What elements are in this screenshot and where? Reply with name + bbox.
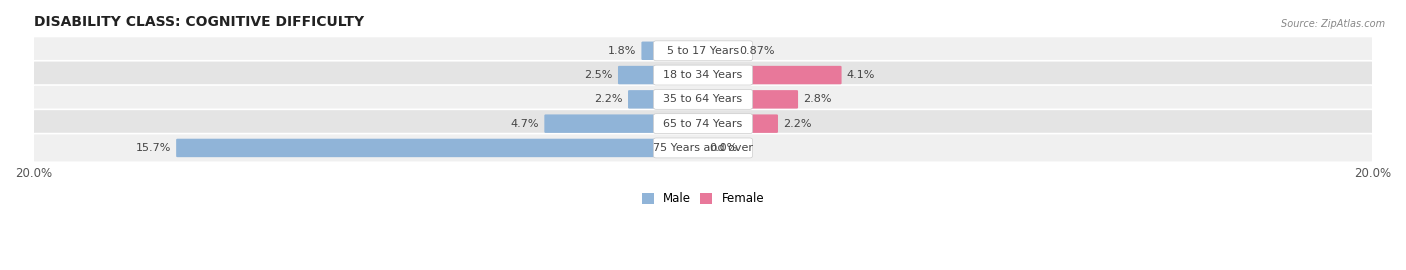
- FancyBboxPatch shape: [654, 89, 752, 109]
- Text: 2.2%: 2.2%: [595, 94, 623, 104]
- FancyBboxPatch shape: [702, 114, 778, 133]
- Text: 35 to 64 Years: 35 to 64 Years: [664, 94, 742, 104]
- FancyBboxPatch shape: [654, 138, 752, 158]
- Text: 15.7%: 15.7%: [135, 143, 170, 153]
- FancyBboxPatch shape: [544, 114, 704, 133]
- FancyBboxPatch shape: [176, 139, 704, 157]
- FancyBboxPatch shape: [641, 42, 704, 60]
- FancyBboxPatch shape: [702, 66, 842, 84]
- Text: 0.0%: 0.0%: [710, 143, 738, 153]
- Text: 65 to 74 Years: 65 to 74 Years: [664, 119, 742, 129]
- Text: 2.2%: 2.2%: [783, 119, 811, 129]
- FancyBboxPatch shape: [31, 61, 1375, 89]
- FancyBboxPatch shape: [31, 134, 1375, 162]
- FancyBboxPatch shape: [31, 109, 1375, 138]
- FancyBboxPatch shape: [654, 114, 752, 134]
- Text: 4.1%: 4.1%: [846, 70, 876, 80]
- FancyBboxPatch shape: [31, 85, 1375, 114]
- Text: 18 to 34 Years: 18 to 34 Years: [664, 70, 742, 80]
- Text: DISABILITY CLASS: COGNITIVE DIFFICULTY: DISABILITY CLASS: COGNITIVE DIFFICULTY: [34, 15, 364, 29]
- Text: Source: ZipAtlas.com: Source: ZipAtlas.com: [1281, 19, 1385, 29]
- FancyBboxPatch shape: [619, 66, 704, 84]
- Text: 5 to 17 Years: 5 to 17 Years: [666, 46, 740, 56]
- FancyBboxPatch shape: [31, 36, 1375, 65]
- FancyBboxPatch shape: [702, 42, 734, 60]
- Text: 75 Years and over: 75 Years and over: [652, 143, 754, 153]
- Text: 1.8%: 1.8%: [607, 46, 636, 56]
- FancyBboxPatch shape: [654, 65, 752, 85]
- Text: 0.87%: 0.87%: [738, 46, 775, 56]
- FancyBboxPatch shape: [628, 90, 704, 109]
- Legend: Male, Female: Male, Female: [641, 193, 765, 205]
- FancyBboxPatch shape: [702, 90, 799, 109]
- Text: 4.7%: 4.7%: [510, 119, 538, 129]
- Text: 2.5%: 2.5%: [585, 70, 613, 80]
- FancyBboxPatch shape: [654, 41, 752, 61]
- Text: 2.8%: 2.8%: [803, 94, 832, 104]
